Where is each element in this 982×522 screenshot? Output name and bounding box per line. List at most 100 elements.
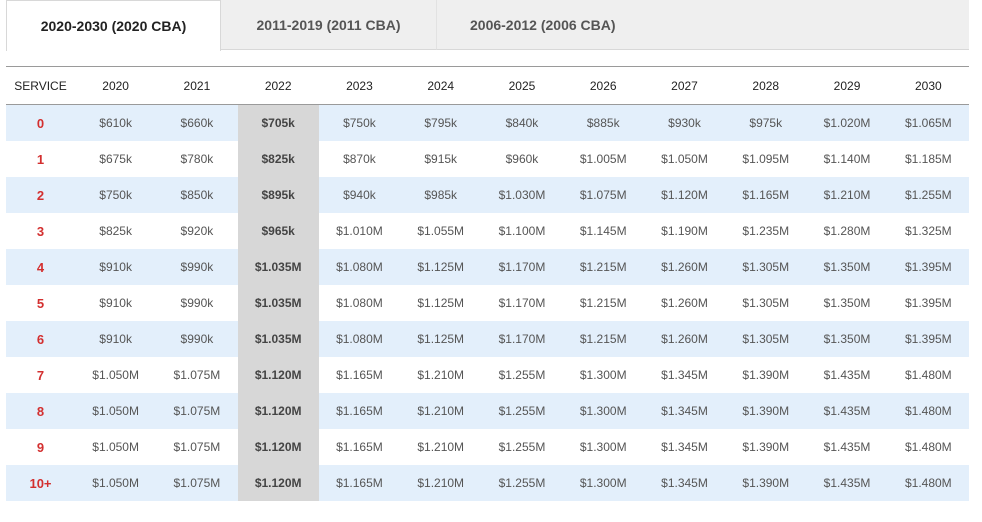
- salary-cell: $795k: [400, 104, 482, 141]
- salary-cell: $1.075M: [156, 465, 238, 501]
- service-years-cell: 3: [36, 223, 45, 239]
- salary-cell: $1.255M: [498, 440, 546, 454]
- salary-cell: $1.100M: [498, 224, 546, 238]
- salary-cell: $1.075M: [173, 440, 221, 454]
- service-years-cell: 0: [6, 104, 75, 141]
- salary-cell: $870k: [343, 152, 376, 166]
- salary-cell: $1.345M: [643, 393, 726, 429]
- salary-cell: $1.345M: [661, 368, 708, 382]
- table-row: 2 $750k $850k $895k $940k $985k $1.030M $1.075M…: [6, 177, 969, 213]
- salary-cell: $1.215M: [562, 249, 644, 285]
- salary-cell: $1.165M: [336, 440, 383, 454]
- salary-cell: $1.020M: [806, 104, 888, 141]
- salary-cell: $1.215M: [579, 296, 627, 310]
- salary-cell: $1.185M: [904, 152, 952, 166]
- table-row: 7 $1.050M $1.075M $1.120M $1.165M $1.210M $1.2…: [6, 357, 969, 393]
- column-header-2029: 2029: [806, 66, 888, 105]
- salary-cell: $1.300M: [579, 368, 627, 382]
- salary-cell: $1.435M: [823, 440, 871, 454]
- salary-cell: $965k: [237, 213, 319, 249]
- service-years-cell: 1: [36, 151, 45, 167]
- salary-cell: $1.435M: [806, 465, 888, 501]
- service-years-cell: 10+: [6, 465, 75, 501]
- table-row: 8 $1.050M $1.075M $1.120M $1.165M $1.210M $1.2…: [6, 393, 969, 429]
- salary-cell: $1.125M: [400, 321, 482, 357]
- salary-cell: $1.235M: [742, 224, 790, 238]
- column-header-2027: 2027: [643, 66, 726, 105]
- salary-cell: $1.325M: [904, 224, 952, 238]
- column-header-2028: 2028: [725, 66, 807, 105]
- salary-cell: $975k: [725, 104, 807, 141]
- salary-cell: $1.305M: [725, 249, 807, 285]
- salary-cell: $1.280M: [823, 224, 871, 238]
- salary-cell: $1.255M: [481, 465, 563, 501]
- salary-cell: $1.005M: [579, 152, 627, 166]
- salary-cell: $1.050M: [75, 393, 157, 429]
- salary-cell: $780k: [180, 152, 214, 166]
- salary-scale-panel: 2020-2030 (2020 CBA) 2011-2019 (2011 CBA…: [6, 0, 969, 501]
- column-header-2023: 2023: [318, 66, 401, 105]
- salary-cell: $1.010M: [336, 224, 383, 238]
- service-years-cell: 8: [6, 393, 75, 429]
- salary-cell: $1.170M: [481, 321, 563, 357]
- salary-cell: $1.390M: [725, 465, 807, 501]
- column-header-service: SERVICE: [6, 66, 75, 105]
- salary-cell: $1.435M: [823, 368, 871, 382]
- salary-cell: $910k: [75, 321, 157, 357]
- table-header-row: SERVICE 2020 2021 2022 2023 2024 2025 2026 2027 2…: [6, 66, 969, 105]
- tab-2011-2019[interactable]: 2011-2019 (2011 CBA): [221, 0, 437, 50]
- salary-cell: $610k: [75, 104, 157, 141]
- salary-cell: $1.190M: [661, 224, 708, 238]
- table-row: 9 $1.050M $1.075M $1.120M $1.165M $1.210M $1.2…: [6, 429, 969, 465]
- salary-cell: $895k: [237, 177, 319, 213]
- salary-cell: $1.395M: [887, 249, 969, 285]
- salary-cell: $1.210M: [417, 440, 465, 454]
- table-row: 3 $825k $920k $965k $1.010M $1.055M $1.100M $1.…: [6, 213, 969, 249]
- salary-cell: $1.210M: [806, 177, 888, 213]
- salary-cell: $1.390M: [725, 393, 807, 429]
- salary-cell: $1.300M: [562, 465, 644, 501]
- salary-cell: $960k: [505, 152, 539, 166]
- salary-cell: $750k: [75, 177, 157, 213]
- salary-cell: $1.480M: [904, 440, 952, 454]
- salary-cell: $990k: [156, 249, 238, 285]
- salary-cell: $750k: [318, 104, 401, 141]
- salary-cell: $1.050M: [661, 152, 708, 166]
- salary-cell: $985k: [400, 177, 482, 213]
- salary-cell: $1.255M: [481, 393, 563, 429]
- salary-cell: $1.035M: [237, 285, 319, 321]
- tab-2020-2030[interactable]: 2020-2030 (2020 CBA): [6, 0, 221, 51]
- tab-2006-2012[interactable]: 2006-2012 (2006 CBA): [437, 0, 969, 50]
- salary-cell: $1.305M: [742, 296, 790, 310]
- salary-cell: $1.170M: [481, 249, 563, 285]
- column-header-2030: 2030: [887, 66, 969, 105]
- salary-cell: $1.390M: [742, 368, 790, 382]
- salary-cell: $1.165M: [725, 177, 807, 213]
- salary-cell: $1.260M: [661, 296, 708, 310]
- salary-cell: $1.145M: [579, 224, 627, 238]
- column-header-2022: 2022: [237, 66, 319, 105]
- salary-cell: $1.075M: [562, 177, 644, 213]
- column-header-2026: 2026: [562, 66, 644, 105]
- table-body: 0 $610k $660k $705k $750k $795k $840k $885k $930…: [6, 104, 969, 501]
- salary-cell: $915k: [424, 152, 458, 166]
- salary-cell: $1.065M: [887, 104, 969, 141]
- salary-cell: $660k: [156, 104, 238, 141]
- salary-cell: $1.080M: [318, 321, 401, 357]
- salary-cell: $1.480M: [887, 393, 969, 429]
- service-years-cell: 6: [6, 321, 75, 357]
- salary-cell: $1.260M: [643, 321, 726, 357]
- salary-cell: $705k: [237, 104, 319, 141]
- salary-cell: $990k: [180, 296, 214, 310]
- salary-cell: $1.095M: [742, 152, 790, 166]
- salary-cell: $1.480M: [904, 368, 952, 382]
- salary-cell: $1.300M: [562, 393, 644, 429]
- column-header-2025: 2025: [481, 66, 563, 105]
- service-years-cell: 9: [36, 439, 45, 455]
- salary-cell: $1.210M: [400, 465, 482, 501]
- salary-cell: $825k: [99, 224, 132, 238]
- salary-cell: $840k: [481, 104, 563, 141]
- table-row: 1 $675k $780k $825k $870k $915k $960k $1.005M $1…: [6, 141, 969, 177]
- salary-cell: $1.075M: [156, 393, 238, 429]
- salary-cell: $1.390M: [742, 440, 790, 454]
